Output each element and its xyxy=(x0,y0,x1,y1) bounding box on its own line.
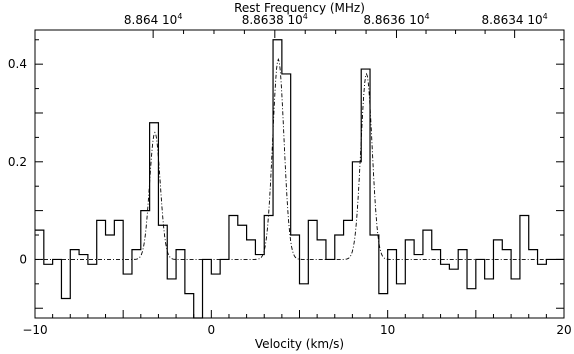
top-tick-label: 8.8634 104 xyxy=(482,12,548,27)
x-tick-label: 0 xyxy=(208,323,216,337)
y-tick-label: 0.4 xyxy=(8,57,27,71)
plot-frame xyxy=(34,29,565,319)
x-tick-label: −10 xyxy=(22,323,47,337)
top-tick-label: 8.8636 104 xyxy=(363,12,429,27)
x-tick-label: 20 xyxy=(556,323,571,337)
top-tick-label: 8.8638 104 xyxy=(242,12,308,27)
top-axis-title: Rest Frequency (MHz) xyxy=(234,1,365,15)
y-tick-label: 0 xyxy=(19,252,27,266)
series-layer xyxy=(35,39,564,319)
spectrum-histogram xyxy=(35,39,564,319)
y-tick-label: 0.2 xyxy=(8,155,27,169)
top-tick-label: 8.864 104 xyxy=(124,12,183,27)
tick-marks-layer xyxy=(34,30,565,318)
x-axis-title: Velocity (km/s) xyxy=(255,337,344,351)
x-tick-label: 10 xyxy=(380,323,395,337)
tick-labels-layer: −10 0 10 20 0 0.2 0.4 8.864 104 8.8638 104 8.8636… xyxy=(8,12,572,337)
